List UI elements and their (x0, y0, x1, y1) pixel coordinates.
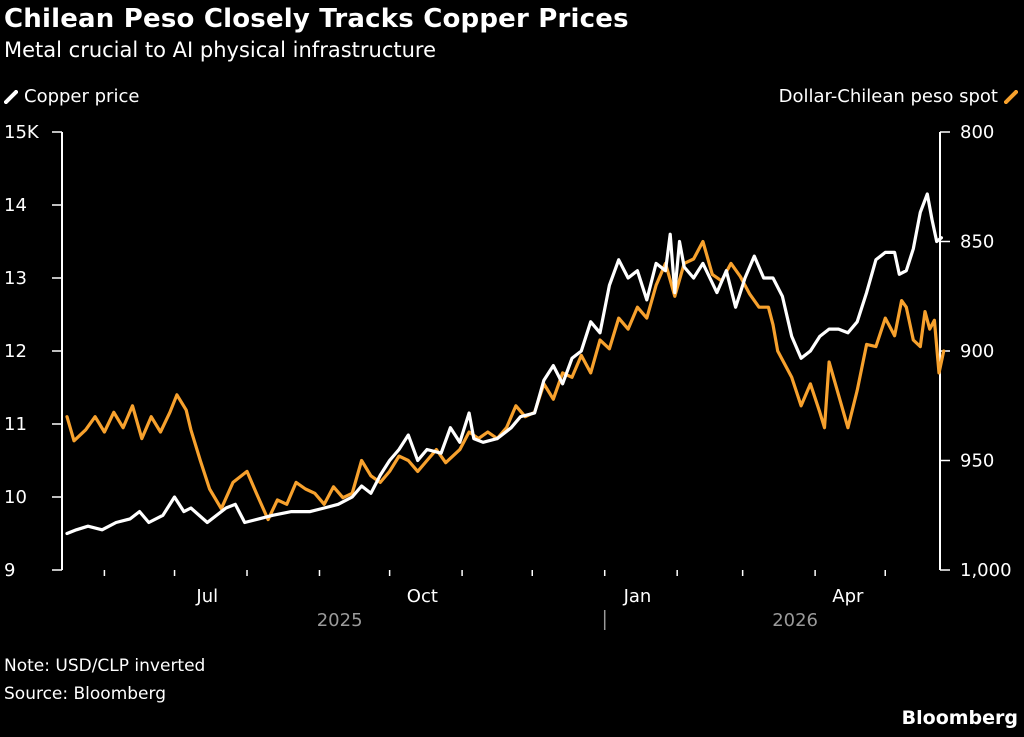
peso-line (65, 239, 946, 522)
copper-line (65, 192, 943, 536)
legend-copper: Copper price (4, 86, 139, 107)
bloomberg-logo: Bloomberg (901, 707, 1018, 729)
right-axis-tick-label: 1,000 (960, 560, 1012, 581)
left-axis-tick-label: 9 (4, 560, 15, 581)
right-axis-tick-label: 900 (960, 341, 994, 362)
peso-legend-swatch (1004, 89, 1018, 104)
chart-source: Source: Bloomberg (4, 684, 166, 704)
x-axis-year-label: 2026 (772, 610, 818, 631)
left-axis-tick-label: 15K (4, 122, 40, 143)
x-axis-tick-label: Jan (623, 586, 652, 607)
x-axis-tick-label: Apr (832, 586, 864, 607)
right-axis-tick-label: 800 (960, 122, 994, 143)
chart-axes: 9 10 11 12 13 14 15K 800 850 900 950 1,000 Jul Oct Jan… (4, 122, 1012, 631)
x-axis-year-label: 2025 (317, 610, 363, 631)
line-chart: 9 10 11 12 13 14 15K 800 850 900 950 1,000 Jul Oct Jan… (4, 122, 1012, 631)
right-axis-tick-label: 950 (960, 451, 994, 472)
chart-subtitle: Metal crucial to AI physical infrastruct… (4, 38, 436, 62)
chart-title: Chilean Peso Closely Tracks Copper Price… (4, 4, 629, 34)
left-axis-tick-label: 12 (4, 341, 27, 362)
legend-copper-label: Copper price (24, 86, 140, 107)
copper-legend-swatch (4, 89, 18, 104)
left-axis-tick-label: 14 (4, 195, 27, 216)
left-axis-tick-label: 11 (4, 414, 27, 435)
x-axis-tick-label: Oct (407, 586, 438, 607)
left-axis-tick-label: 13 (4, 268, 27, 289)
chart-lines (65, 192, 946, 536)
legend-peso: Dollar-Chilean peso spot (779, 86, 1018, 107)
right-axis-tick-label: 850 (960, 232, 994, 253)
x-axis-tick-label: Jul (195, 586, 218, 607)
left-axis-tick-label: 10 (4, 487, 27, 508)
chart-note: Note: USD/CLP inverted (4, 656, 206, 676)
legend-peso-label: Dollar-Chilean peso spot (778, 86, 998, 107)
